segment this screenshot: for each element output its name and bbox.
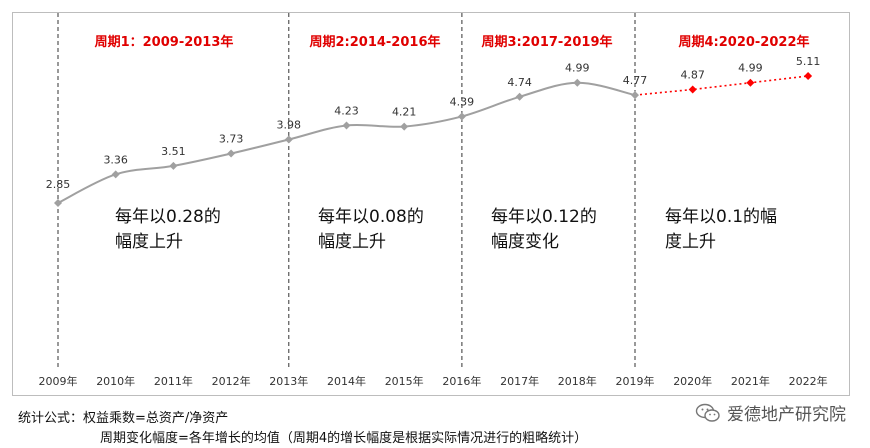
data-point bbox=[631, 91, 639, 100]
data-point bbox=[111, 170, 120, 179]
line-chart: 2009年 2010年 2011年 2012年 2013年 2014年 2015年 2016年… bbox=[39, 13, 828, 388]
data-point bbox=[400, 122, 409, 131]
data-label: 4.39 bbox=[450, 95, 475, 108]
data-point bbox=[54, 199, 62, 207]
formula-note: 统计公式：权益乘数=总资产/净资产 bbox=[18, 411, 229, 426]
data-label: 5.11 bbox=[796, 55, 821, 68]
x-tick-label: 2017年 bbox=[500, 374, 539, 388]
period-desc-line2-4: 度上升 bbox=[665, 232, 716, 252]
data-point bbox=[169, 161, 178, 170]
x-tick-label: 2010年 bbox=[96, 374, 135, 388]
period-change-note: 周期变化幅度=各年增长的均值（周期4的增长幅度是根据实际情况进行的粗略统计） bbox=[100, 431, 588, 446]
wechat-icon bbox=[695, 403, 720, 422]
x-tick-label: 2020年 bbox=[673, 374, 712, 388]
data-point bbox=[515, 92, 524, 101]
data-point bbox=[284, 135, 293, 144]
data-label: 3.51 bbox=[161, 145, 186, 158]
history-series-line bbox=[57, 81, 636, 204]
data-label: 2.85 bbox=[46, 178, 71, 191]
chart-frame bbox=[12, 12, 850, 396]
data-label: 4.23 bbox=[334, 104, 359, 117]
forecast-point bbox=[688, 85, 697, 94]
x-tick-label: 2013年 bbox=[269, 374, 308, 388]
data-label: 3.73 bbox=[219, 133, 244, 146]
x-tick-label: 2012年 bbox=[212, 374, 251, 388]
brand-name: 爱德地产研究院 bbox=[727, 405, 846, 425]
forecast-point bbox=[746, 78, 755, 87]
x-tick-label: 2015年 bbox=[385, 374, 424, 388]
period-desc-line2-1: 幅度上升 bbox=[115, 232, 183, 252]
data-label: 4.21 bbox=[392, 106, 417, 119]
period-title-3: 周期3:2017-2019年 bbox=[481, 34, 612, 50]
data-label: 3.98 bbox=[277, 118, 302, 131]
period-desc-line1-2: 每年以0.08的 bbox=[318, 207, 424, 227]
forecast-series-line bbox=[634, 75, 809, 96]
data-label: 4.74 bbox=[507, 76, 532, 89]
data-label: 3.36 bbox=[103, 153, 128, 166]
data-label: 4.99 bbox=[565, 62, 590, 75]
x-tick-label: 2011年 bbox=[154, 374, 193, 388]
period-desc-line2-3: 幅度变化 bbox=[491, 232, 559, 252]
x-tick-label: 2014年 bbox=[327, 374, 366, 388]
data-point bbox=[457, 112, 466, 121]
data-point bbox=[573, 78, 582, 87]
period-title-2: 周期2:2014-2016年 bbox=[309, 34, 440, 50]
forecast-point bbox=[804, 71, 813, 80]
data-label: 4.87 bbox=[680, 68, 705, 81]
data-point bbox=[342, 121, 351, 130]
x-tick-label: 2022年 bbox=[789, 374, 828, 388]
data-label: 4.99 bbox=[738, 62, 763, 75]
period-desc-line1-1: 每年以0.28的 bbox=[115, 207, 221, 227]
period-desc-line2-2: 幅度上升 bbox=[318, 232, 386, 252]
period-title-1: 周期1：2009-2013年 bbox=[95, 34, 234, 50]
period-title-4: 周期4:2020-2022年 bbox=[678, 34, 809, 50]
x-tick-label: 2018年 bbox=[558, 374, 597, 388]
x-tick-label: 2009年 bbox=[39, 374, 78, 388]
brand-watermark: 爱德地产研究院 bbox=[695, 400, 846, 425]
data-label: 4.77 bbox=[623, 74, 648, 87]
x-tick-label: 2019年 bbox=[616, 374, 655, 388]
period-desc-line1-4: 每年以0.1的幅 bbox=[665, 207, 777, 227]
x-tick-label: 2016年 bbox=[442, 374, 481, 388]
period-desc-line1-3: 每年以0.12的 bbox=[491, 207, 597, 227]
x-tick-label: 2021年 bbox=[731, 374, 770, 388]
data-point bbox=[227, 149, 236, 158]
